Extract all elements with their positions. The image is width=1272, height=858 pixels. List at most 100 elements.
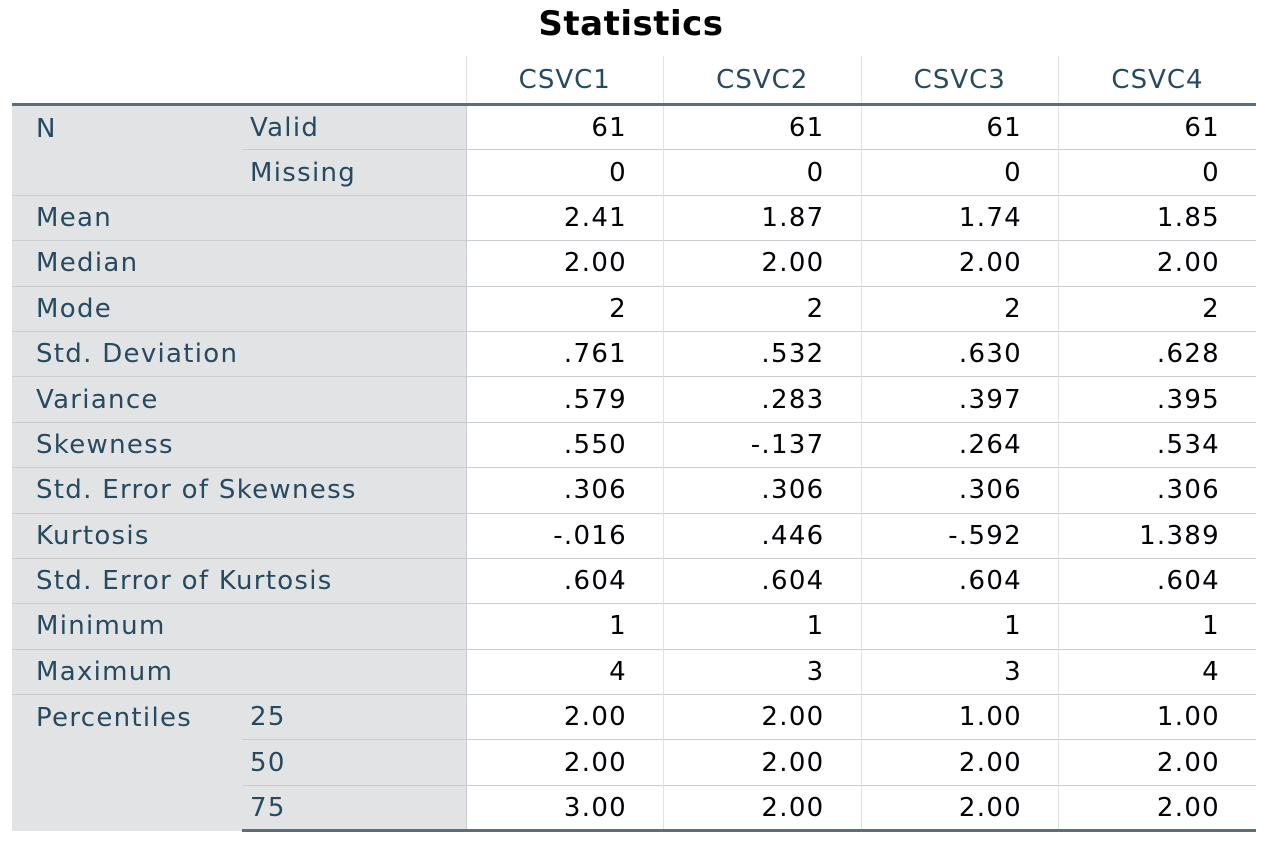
cell-value: 1 [1058, 603, 1256, 650]
cell-value: 0 [860, 149, 1059, 196]
cell-value: 2.00 [860, 240, 1059, 287]
cell-value: 1.87 [663, 194, 861, 241]
table-row: Variance .579 .283 .397 .395 [12, 376, 1256, 423]
column-header-csvc2: CSVC2 [663, 56, 861, 106]
cell-value: 2 [663, 285, 861, 332]
cell-value: .604 [663, 557, 861, 604]
cell-value: .395 [1058, 376, 1256, 423]
table-row: Percentiles 25 2.00 2.00 1.00 1.00 [12, 694, 1256, 831]
cell-value: 2.00 [663, 784, 861, 833]
row-label-kurtosis: Kurtosis [12, 512, 466, 559]
row-group-label-n: N [12, 104, 242, 196]
row-label-median: Median [12, 240, 466, 287]
table-row: Std. Deviation .761 .532 .630 .628 [12, 330, 1256, 377]
cell-value: 2.00 [663, 240, 861, 287]
row-label-variance: Variance [12, 376, 466, 423]
cell-value: .604 [1058, 557, 1256, 604]
cell-value: 1.85 [1058, 194, 1256, 241]
cell-value: -.016 [465, 512, 664, 559]
cell-value: 1 [465, 603, 664, 650]
cell-value: 0 [1058, 149, 1256, 196]
statistics-table: CSVC1 CSVC2 CSVC3 CSVC4 N Valid 61 61 61… [12, 56, 1256, 833]
cell-value: 2 [1058, 285, 1256, 332]
row-label-skewness: Skewness [12, 421, 466, 468]
cell-value: 2.00 [860, 739, 1059, 786]
cell-value: 2.41 [465, 194, 664, 241]
cell-value: 3 [860, 648, 1059, 695]
cell-value: .604 [465, 557, 664, 604]
row-label-p75: 75 [242, 784, 466, 833]
cell-value: 2.00 [1058, 784, 1256, 833]
cell-value: -.592 [860, 512, 1059, 559]
cell-value: 3 [663, 648, 861, 695]
cell-value: 2 [860, 285, 1059, 332]
cell-value: 4 [465, 648, 664, 695]
cell-value: 2.00 [860, 784, 1059, 833]
cell-value: .550 [465, 421, 664, 468]
cell-value: -.137 [663, 421, 861, 468]
table-row: Kurtosis -.016 .446 -.592 1.389 [12, 512, 1256, 559]
row-label-p50: 50 [242, 739, 466, 786]
cell-value: .283 [663, 376, 861, 423]
cell-value: .306 [860, 467, 1059, 514]
table-row: Maximum 4 3 3 4 [12, 648, 1256, 695]
row-label-valid: Valid [242, 104, 466, 150]
cell-value: 4 [1058, 648, 1256, 695]
row-label-minimum: Minimum [12, 603, 466, 650]
cell-value: 1.74 [860, 194, 1059, 241]
row-label-missing: Missing [242, 149, 466, 196]
table-row: Mean 2.41 1.87 1.74 1.85 [12, 194, 1256, 241]
cell-value: .397 [860, 376, 1059, 423]
table-row: Std. Error of Kurtosis .604 .604 .604 .6… [12, 557, 1256, 604]
cell-value: 2 [465, 285, 664, 332]
row-label-mean: Mean [12, 194, 466, 241]
cell-value: .264 [860, 421, 1059, 468]
cell-value: .630 [860, 330, 1059, 377]
table-row: Std. Error of Skewness .306 .306 .306 .3… [12, 467, 1256, 514]
cell-value: 1.389 [1058, 512, 1256, 559]
cell-value: .306 [1058, 467, 1256, 514]
cell-value: .628 [1058, 330, 1256, 377]
cell-value: .532 [663, 330, 861, 377]
table-row: Skewness .550 -.137 .264 .534 [12, 421, 1256, 468]
cell-value: 1.00 [1058, 694, 1256, 740]
row-group-label-percentiles: Percentiles [12, 694, 242, 831]
row-label-std-error-skewness: Std. Error of Skewness [12, 467, 466, 514]
cell-value: 61 [1058, 104, 1256, 150]
row-label-std-error-kurtosis: Std. Error of Kurtosis [12, 557, 466, 604]
cell-value: 2.00 [663, 739, 861, 786]
row-label-mode: Mode [12, 285, 466, 332]
cell-value: 2.00 [663, 694, 861, 740]
cell-value: .604 [860, 557, 1059, 604]
column-header-csvc3: CSVC3 [860, 56, 1059, 106]
cell-value: 0 [663, 149, 861, 196]
table-row: Minimum 1 1 1 1 [12, 603, 1256, 650]
row-label-p25: 25 [242, 694, 466, 740]
cell-value: 1 [663, 603, 861, 650]
cell-value: .446 [663, 512, 861, 559]
cell-value: .761 [465, 330, 664, 377]
column-header-csvc1: CSVC1 [465, 56, 664, 106]
column-header-csvc4: CSVC4 [1058, 56, 1256, 106]
table-row: 50 2.00 2.00 2.00 2.00 [12, 739, 1256, 786]
table-row: N Valid 61 61 61 61 [12, 104, 1256, 196]
cell-value: 3.00 [465, 784, 664, 833]
cell-value: 1.00 [860, 694, 1059, 740]
cell-value: 1 [860, 603, 1059, 650]
row-label-std-deviation: Std. Deviation [12, 330, 466, 377]
cell-value: .534 [1058, 421, 1256, 468]
row-label-maximum: Maximum [12, 648, 466, 695]
cell-value: 61 [465, 104, 664, 150]
cell-value: 2.00 [465, 240, 664, 287]
header-row: CSVC1 CSVC2 CSVC3 CSVC4 [12, 56, 1256, 106]
cell-value: 0 [465, 149, 664, 196]
cell-value: 2.00 [1058, 739, 1256, 786]
cell-value: .306 [663, 467, 861, 514]
table-row: Mode 2 2 2 2 [12, 285, 1256, 332]
cell-value: 2.00 [465, 739, 664, 786]
cell-value: .579 [465, 376, 664, 423]
cell-value: 2.00 [465, 694, 664, 740]
cell-value: 2.00 [1058, 240, 1256, 287]
cell-value: 61 [860, 104, 1059, 150]
cell-value: .306 [465, 467, 664, 514]
